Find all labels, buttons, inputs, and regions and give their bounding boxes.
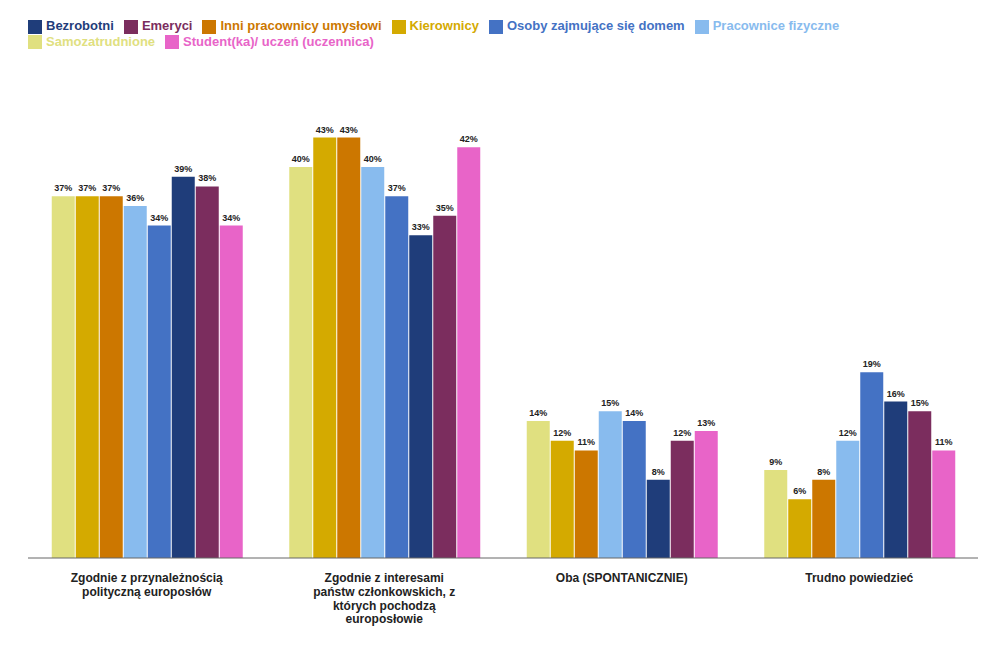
- svg-text:43%: 43%: [316, 125, 334, 135]
- svg-text:14%: 14%: [529, 408, 547, 418]
- html-text:Bezrobotni: Bezrobotni: [46, 18, 114, 33]
- html-text:Samozatrudnione: Samozatrudnione: [46, 33, 156, 49]
- html-text:Pracownice fizyczne: Pracownice fizyczne: [712, 18, 840, 33]
- svg-text:13%: 13%: [697, 418, 715, 428]
- svg-text:11%: 11%: [577, 437, 595, 447]
- html-text:Inni pracownicy umysłowi: Inni pracownicy umysłowi: [220, 18, 382, 33]
- svg-text:8%: 8%: [652, 467, 665, 477]
- svg-text:35%: 35%: [436, 203, 454, 213]
- svg-text:39%: 39%: [174, 164, 192, 174]
- html-text:Student(ka)/ uczeń (uczennica): Student(ka)/ uczeń (uczennica): [183, 33, 374, 49]
- svg-text:8%: 8%: [817, 467, 830, 477]
- svg-text:15%: 15%: [601, 398, 619, 408]
- svg-text:9%: 9%: [769, 457, 782, 467]
- svg-text:36%: 36%: [126, 193, 144, 203]
- svg-text:33%: 33%: [412, 222, 430, 232]
- svg-text:19%: 19%: [863, 359, 881, 369]
- svg-text:12%: 12%: [839, 428, 857, 438]
- svg-text:12%: 12%: [553, 428, 571, 438]
- html-text:Kierownicy: Kierownicy: [409, 18, 479, 33]
- svg-text:40%: 40%: [364, 154, 382, 164]
- svg-text:37%: 37%: [388, 183, 406, 193]
- svg-text:14%: 14%: [625, 408, 643, 418]
- svg-text:34%: 34%: [222, 213, 240, 223]
- svg-text:37%: 37%: [78, 183, 96, 193]
- svg-text:15%: 15%: [911, 398, 929, 408]
- svg-text:34%: 34%: [150, 213, 168, 223]
- svg-text:Zgodnie z przynależnościąpolit: Zgodnie z przynależnościąpolityczną euro…: [71, 571, 223, 599]
- svg-text:Zgodnie z interesamipaństw czł: Zgodnie z interesamipaństw członkowskich…: [313, 571, 455, 626]
- svg-text:40%: 40%: [292, 154, 310, 164]
- svg-text:11%: 11%: [935, 437, 953, 447]
- svg-text:38%: 38%: [198, 173, 216, 183]
- svg-text:42%: 42%: [460, 134, 478, 144]
- html-text:Emeryci: Emeryci: [141, 18, 193, 33]
- svg-text:16%: 16%: [887, 389, 905, 399]
- svg-text:6%: 6%: [793, 486, 806, 496]
- svg-text:Trudno powiedzieć: Trudno powiedzieć: [805, 571, 913, 585]
- svg-text:43%: 43%: [340, 125, 358, 135]
- svg-text:12%: 12%: [673, 428, 691, 438]
- html-text:Osoby zajmujące się domem: Osoby zajmujące się domem: [506, 18, 685, 33]
- svg-text:37%: 37%: [102, 183, 120, 193]
- svg-text:Oba (SPONTANICZNIE): Oba (SPONTANICZNIE): [556, 571, 688, 585]
- svg-text:37%: 37%: [54, 183, 72, 193]
